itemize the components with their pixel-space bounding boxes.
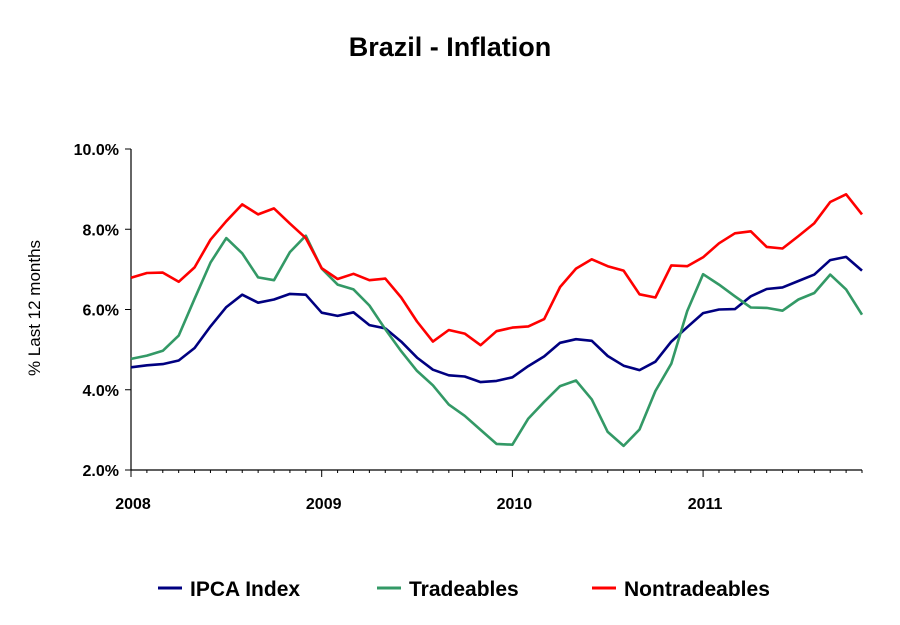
legend-label-tradeables: Tradeables [409,578,519,601]
y-axis-ticks: 2.0% 4.0% 6.0% 8.0% 10.0% [74,142,131,480]
y-tick-label: 6.0% [83,303,119,320]
series-lines [130,193,864,448]
series-line-ipca-index [130,255,863,384]
chart-title: Brazil - Inflation [349,32,552,62]
legend-label-ipca-index: IPCA Index [190,578,300,601]
x-axis-ticks: 2008 2009 2010 2011 [115,470,863,513]
legend-label-nontradeables: Nontradeables [624,578,770,601]
series-line-nontradeables [130,193,864,347]
y-axis-label: % Last 12 months [25,240,44,376]
y-tick-label: 8.0% [83,222,119,239]
axes [130,149,862,471]
x-tick-label: 2011 [688,496,723,513]
y-tick-label: 2.0% [83,463,119,480]
x-tick-label: 2009 [306,496,342,513]
y-tick-label: 4.0% [83,383,119,400]
x-tick-label: 2008 [115,496,151,513]
series-line-tradeables [130,234,864,448]
y-tick-label: 10.0% [74,142,119,159]
x-tick-label: 2010 [497,496,533,513]
legend: IPCA Index Tradeables Nontradeables [158,578,770,601]
